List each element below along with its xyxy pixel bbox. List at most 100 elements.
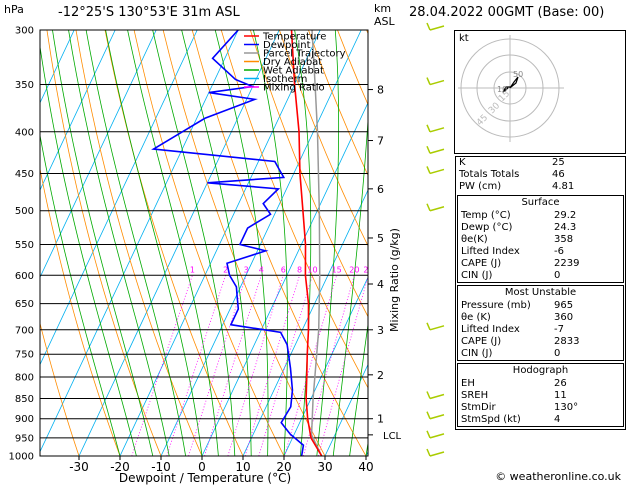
legend-label: Wet Adiabat xyxy=(263,66,324,77)
dry-adiabat-line xyxy=(46,30,162,456)
wind-barb xyxy=(429,393,445,400)
mixing-ratio-label: 6 xyxy=(281,265,286,274)
dry-adiabat-line xyxy=(278,30,368,247)
wind-barb xyxy=(429,25,445,31)
surface-value: 29.2 xyxy=(554,210,577,221)
index-key: PW (cm) xyxy=(459,181,502,192)
km-tick-label: 2 xyxy=(377,369,384,382)
asl-label: ASL xyxy=(374,15,395,28)
surface-value: 358 xyxy=(554,234,574,245)
index-value: 4.81 xyxy=(552,181,575,192)
hodo-key: SREH xyxy=(461,390,489,401)
x-tick-label: -20 xyxy=(110,460,130,474)
wind-barb xyxy=(426,22,431,31)
wind-barb xyxy=(426,411,431,420)
km-tick-label: 8 xyxy=(377,84,384,97)
hodo-value: 130° xyxy=(554,402,579,413)
mu-key: θe (K) xyxy=(461,312,491,323)
isotherm-line xyxy=(242,189,368,456)
km-tick-label: 3 xyxy=(377,324,384,337)
wind-barb xyxy=(429,168,445,175)
hodo-value: 11 xyxy=(554,390,567,401)
pressure-tick-label: 750 xyxy=(15,350,34,361)
location-title: -12°25'S 130°53'E 31m ASL xyxy=(58,5,240,20)
wind-barb xyxy=(429,79,445,86)
hodo-value: 26 xyxy=(554,378,567,389)
wind-barb xyxy=(429,127,445,133)
wet-adiabat-line xyxy=(105,30,203,456)
wind-barb xyxy=(426,203,431,212)
hodo-key: StmSpd (kt) xyxy=(461,414,521,425)
index-key: K xyxy=(459,157,466,168)
surface-key: Temp (°C) xyxy=(461,210,511,221)
x-tick-label: 0 xyxy=(198,460,206,474)
x-tick-label: 30 xyxy=(317,460,332,474)
km-tick-label: 4 xyxy=(377,278,384,291)
index-key: Totals Totals xyxy=(459,169,520,180)
pressure-tick-label: 850 xyxy=(15,394,34,405)
wind-barb xyxy=(429,148,445,154)
surface-value: -6 xyxy=(554,246,564,257)
isotherm-line xyxy=(40,30,75,104)
lcl-label: LCL xyxy=(383,431,402,442)
dry-adiabat-line xyxy=(308,30,368,177)
dry-adiabat-line xyxy=(40,321,80,456)
wind-barb xyxy=(429,325,445,331)
wind-barb xyxy=(429,206,445,212)
mixing-ratio-label: 15 xyxy=(332,265,342,274)
isotherm-line xyxy=(324,363,368,456)
pressure-tick-label: 500 xyxy=(15,206,34,217)
dewpoint-line xyxy=(151,30,305,456)
mu-value: 2833 xyxy=(554,336,580,347)
dry-adiabat-line xyxy=(75,30,203,456)
wind-barb xyxy=(429,451,445,457)
wind-barb xyxy=(426,391,431,399)
pressure-tick-label: 1000 xyxy=(9,452,34,463)
mixing-ratio-label: 10 xyxy=(307,265,317,274)
surface-section: Surface Temp (°C) 29.2 Dewp (°C) 24.3 θe(K… xyxy=(457,195,624,283)
mu-value: -7 xyxy=(554,324,564,335)
isotherm-line xyxy=(40,30,198,366)
mixing-ratio-line xyxy=(166,275,227,456)
mixing-ratio-line xyxy=(188,275,247,456)
x-tick-label: -30 xyxy=(69,460,89,474)
pressure-tick-label: 950 xyxy=(15,433,34,444)
legend-label: Mixing Ratio xyxy=(263,83,325,94)
wind-barb xyxy=(429,413,445,420)
pressure-tick-label: 600 xyxy=(15,271,34,282)
x-tick-label: 10 xyxy=(235,460,250,474)
temperature-line xyxy=(290,30,323,456)
km-tick-label: 6 xyxy=(377,183,384,196)
indices-table: K 25 Totals Totals 46 PW (cm) 4.81 Surface … xyxy=(455,156,626,430)
wind-barb xyxy=(426,145,431,154)
x-tick-label: 40 xyxy=(358,460,373,474)
mixing-ratio-label: 25 xyxy=(363,265,373,274)
datetime-title: 28.04.2022 00GMT (Base: 00) xyxy=(409,5,605,20)
hodo-key: EH xyxy=(461,378,475,389)
legend-label: Isotherm xyxy=(263,74,307,85)
pressure-tick-label: 900 xyxy=(15,414,34,425)
mu-value: 360 xyxy=(554,312,574,323)
mixing-ratio-label: 20 xyxy=(349,265,359,274)
mu-key: Lifted Index xyxy=(461,324,520,335)
pressure-tick-label: 400 xyxy=(15,127,34,138)
wind-barb xyxy=(426,448,431,457)
surface-value: 24.3 xyxy=(554,222,577,233)
svg-text:kt: kt xyxy=(459,33,469,44)
mixing-ratio-label: 8 xyxy=(297,265,302,274)
pressure-tick-label: 550 xyxy=(15,240,34,251)
wind-barb xyxy=(426,124,431,133)
hodograph: kt 15 30 45 10 50 xyxy=(454,30,626,154)
hodo-value: 4 xyxy=(554,414,561,425)
legend-label: Temperature xyxy=(262,32,326,43)
x-axis-label: Dewpoint / Temperature (°C) xyxy=(119,471,291,485)
index-value: 46 xyxy=(552,169,565,180)
surface-value: 2239 xyxy=(554,258,580,269)
mixing-ratio-line xyxy=(227,275,284,456)
surface-key: Dewp (°C) xyxy=(461,222,513,233)
wet-adiabat-line xyxy=(85,30,186,456)
wind-barb xyxy=(426,77,431,85)
most-unstable-section: Most Unstable Pressure (mb) 965 θe (K) 360… xyxy=(457,285,624,361)
wind-barb xyxy=(426,166,431,174)
